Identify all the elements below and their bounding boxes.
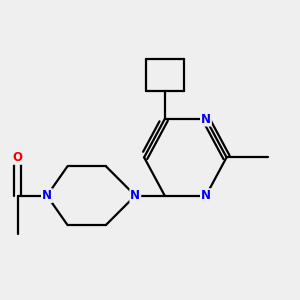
Text: O: O bbox=[13, 151, 22, 164]
Text: N: N bbox=[130, 189, 140, 202]
Text: N: N bbox=[42, 189, 52, 202]
Text: N: N bbox=[201, 189, 211, 202]
Text: N: N bbox=[201, 112, 211, 126]
